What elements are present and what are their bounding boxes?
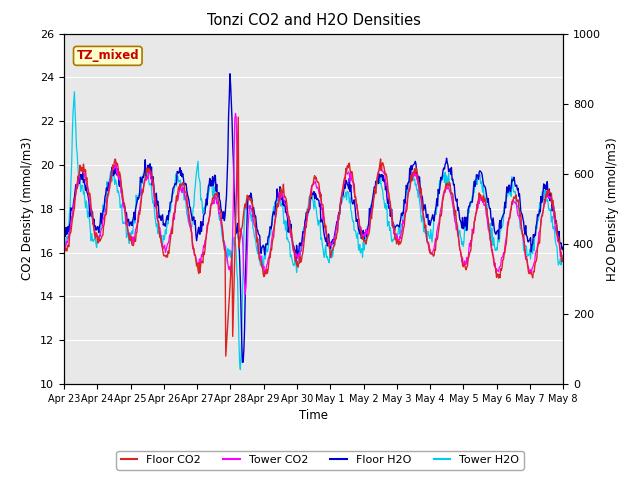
X-axis label: Time: Time bbox=[299, 409, 328, 422]
Y-axis label: H2O Density (mmol/m3): H2O Density (mmol/m3) bbox=[607, 137, 620, 281]
Text: TZ_mixed: TZ_mixed bbox=[77, 49, 139, 62]
Legend: Floor CO2, Tower CO2, Floor H2O, Tower H2O: Floor CO2, Tower CO2, Floor H2O, Tower H… bbox=[116, 451, 524, 469]
Title: Tonzi CO2 and H2O Densities: Tonzi CO2 and H2O Densities bbox=[207, 13, 420, 28]
Y-axis label: CO2 Density (mmol/m3): CO2 Density (mmol/m3) bbox=[22, 137, 35, 280]
